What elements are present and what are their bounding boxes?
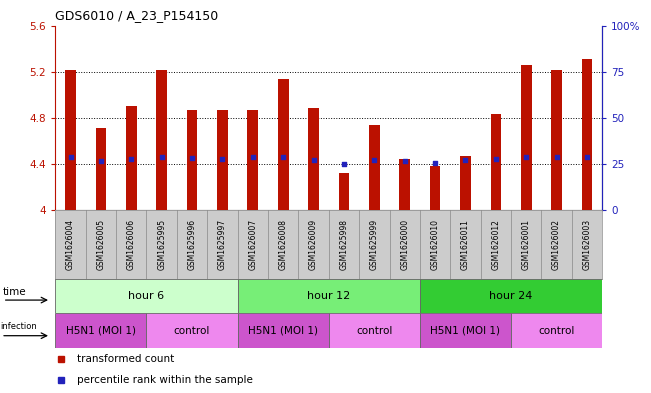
Text: GSM1626000: GSM1626000 [400, 219, 409, 270]
Text: GSM1626007: GSM1626007 [248, 219, 257, 270]
Point [400, 158, 410, 165]
Bar [369, 125, 380, 210]
Point [96, 158, 106, 165]
Text: GDS6010 / A_23_P154150: GDS6010 / A_23_P154150 [55, 9, 219, 22]
Bar [238, 313, 329, 348]
Text: control: control [174, 325, 210, 336]
Point [582, 154, 592, 160]
Point [430, 160, 440, 166]
Point [247, 154, 258, 160]
Point [217, 156, 228, 162]
Point [369, 157, 380, 163]
Text: GSM1626005: GSM1626005 [96, 219, 105, 270]
Bar [551, 70, 562, 210]
Bar [491, 114, 501, 210]
Bar [582, 59, 592, 210]
Text: GSM1626011: GSM1626011 [461, 219, 470, 270]
Bar [460, 156, 471, 210]
Text: GSM1626010: GSM1626010 [430, 219, 439, 270]
Text: hour 6: hour 6 [128, 291, 165, 301]
Text: percentile rank within the sample: percentile rank within the sample [77, 375, 253, 385]
Point [491, 156, 501, 162]
Point [521, 154, 531, 160]
Text: infection: infection [0, 322, 36, 331]
Text: GSM1625996: GSM1625996 [187, 219, 197, 270]
Point [126, 156, 137, 162]
Bar [55, 279, 238, 313]
Bar [278, 79, 288, 210]
Bar [217, 110, 228, 210]
Point [187, 155, 197, 161]
Text: GSM1626002: GSM1626002 [552, 219, 561, 270]
Point [551, 154, 562, 160]
Text: GSM1626003: GSM1626003 [583, 219, 592, 270]
Bar [309, 108, 319, 210]
Bar [96, 128, 106, 210]
Text: control: control [356, 325, 393, 336]
Point [309, 157, 319, 163]
Text: control: control [538, 325, 575, 336]
Text: GSM1625997: GSM1625997 [218, 219, 227, 270]
Bar [430, 166, 440, 210]
Bar [55, 313, 146, 348]
Text: GSM1625995: GSM1625995 [157, 219, 166, 270]
Bar [400, 159, 410, 210]
Text: GSM1625998: GSM1625998 [339, 219, 348, 270]
Bar [329, 313, 420, 348]
Text: hour 24: hour 24 [490, 291, 533, 301]
Bar [146, 313, 238, 348]
Point [460, 157, 471, 163]
Text: H5N1 (MOI 1): H5N1 (MOI 1) [248, 325, 318, 336]
Bar [339, 173, 349, 210]
Bar [521, 65, 532, 210]
Point [278, 154, 288, 160]
Point [156, 154, 167, 160]
Bar [238, 279, 420, 313]
Text: GSM1626006: GSM1626006 [127, 219, 136, 270]
Text: GSM1626004: GSM1626004 [66, 219, 75, 270]
Bar [65, 70, 76, 210]
Text: hour 12: hour 12 [307, 291, 350, 301]
Text: H5N1 (MOI 1): H5N1 (MOI 1) [66, 325, 136, 336]
Text: H5N1 (MOI 1): H5N1 (MOI 1) [430, 325, 501, 336]
Bar [126, 106, 137, 210]
Text: transformed count: transformed count [77, 354, 174, 364]
Point [339, 161, 349, 167]
Bar [247, 110, 258, 210]
Bar [156, 70, 167, 210]
Bar [511, 313, 602, 348]
Text: time: time [3, 287, 27, 297]
Bar [420, 279, 602, 313]
Bar [187, 110, 197, 210]
Text: GSM1626008: GSM1626008 [279, 219, 288, 270]
Point [65, 154, 76, 160]
Text: GSM1626012: GSM1626012 [492, 219, 501, 270]
Text: GSM1626001: GSM1626001 [521, 219, 531, 270]
Text: GSM1626009: GSM1626009 [309, 219, 318, 270]
Bar [420, 313, 511, 348]
Text: GSM1625999: GSM1625999 [370, 219, 379, 270]
